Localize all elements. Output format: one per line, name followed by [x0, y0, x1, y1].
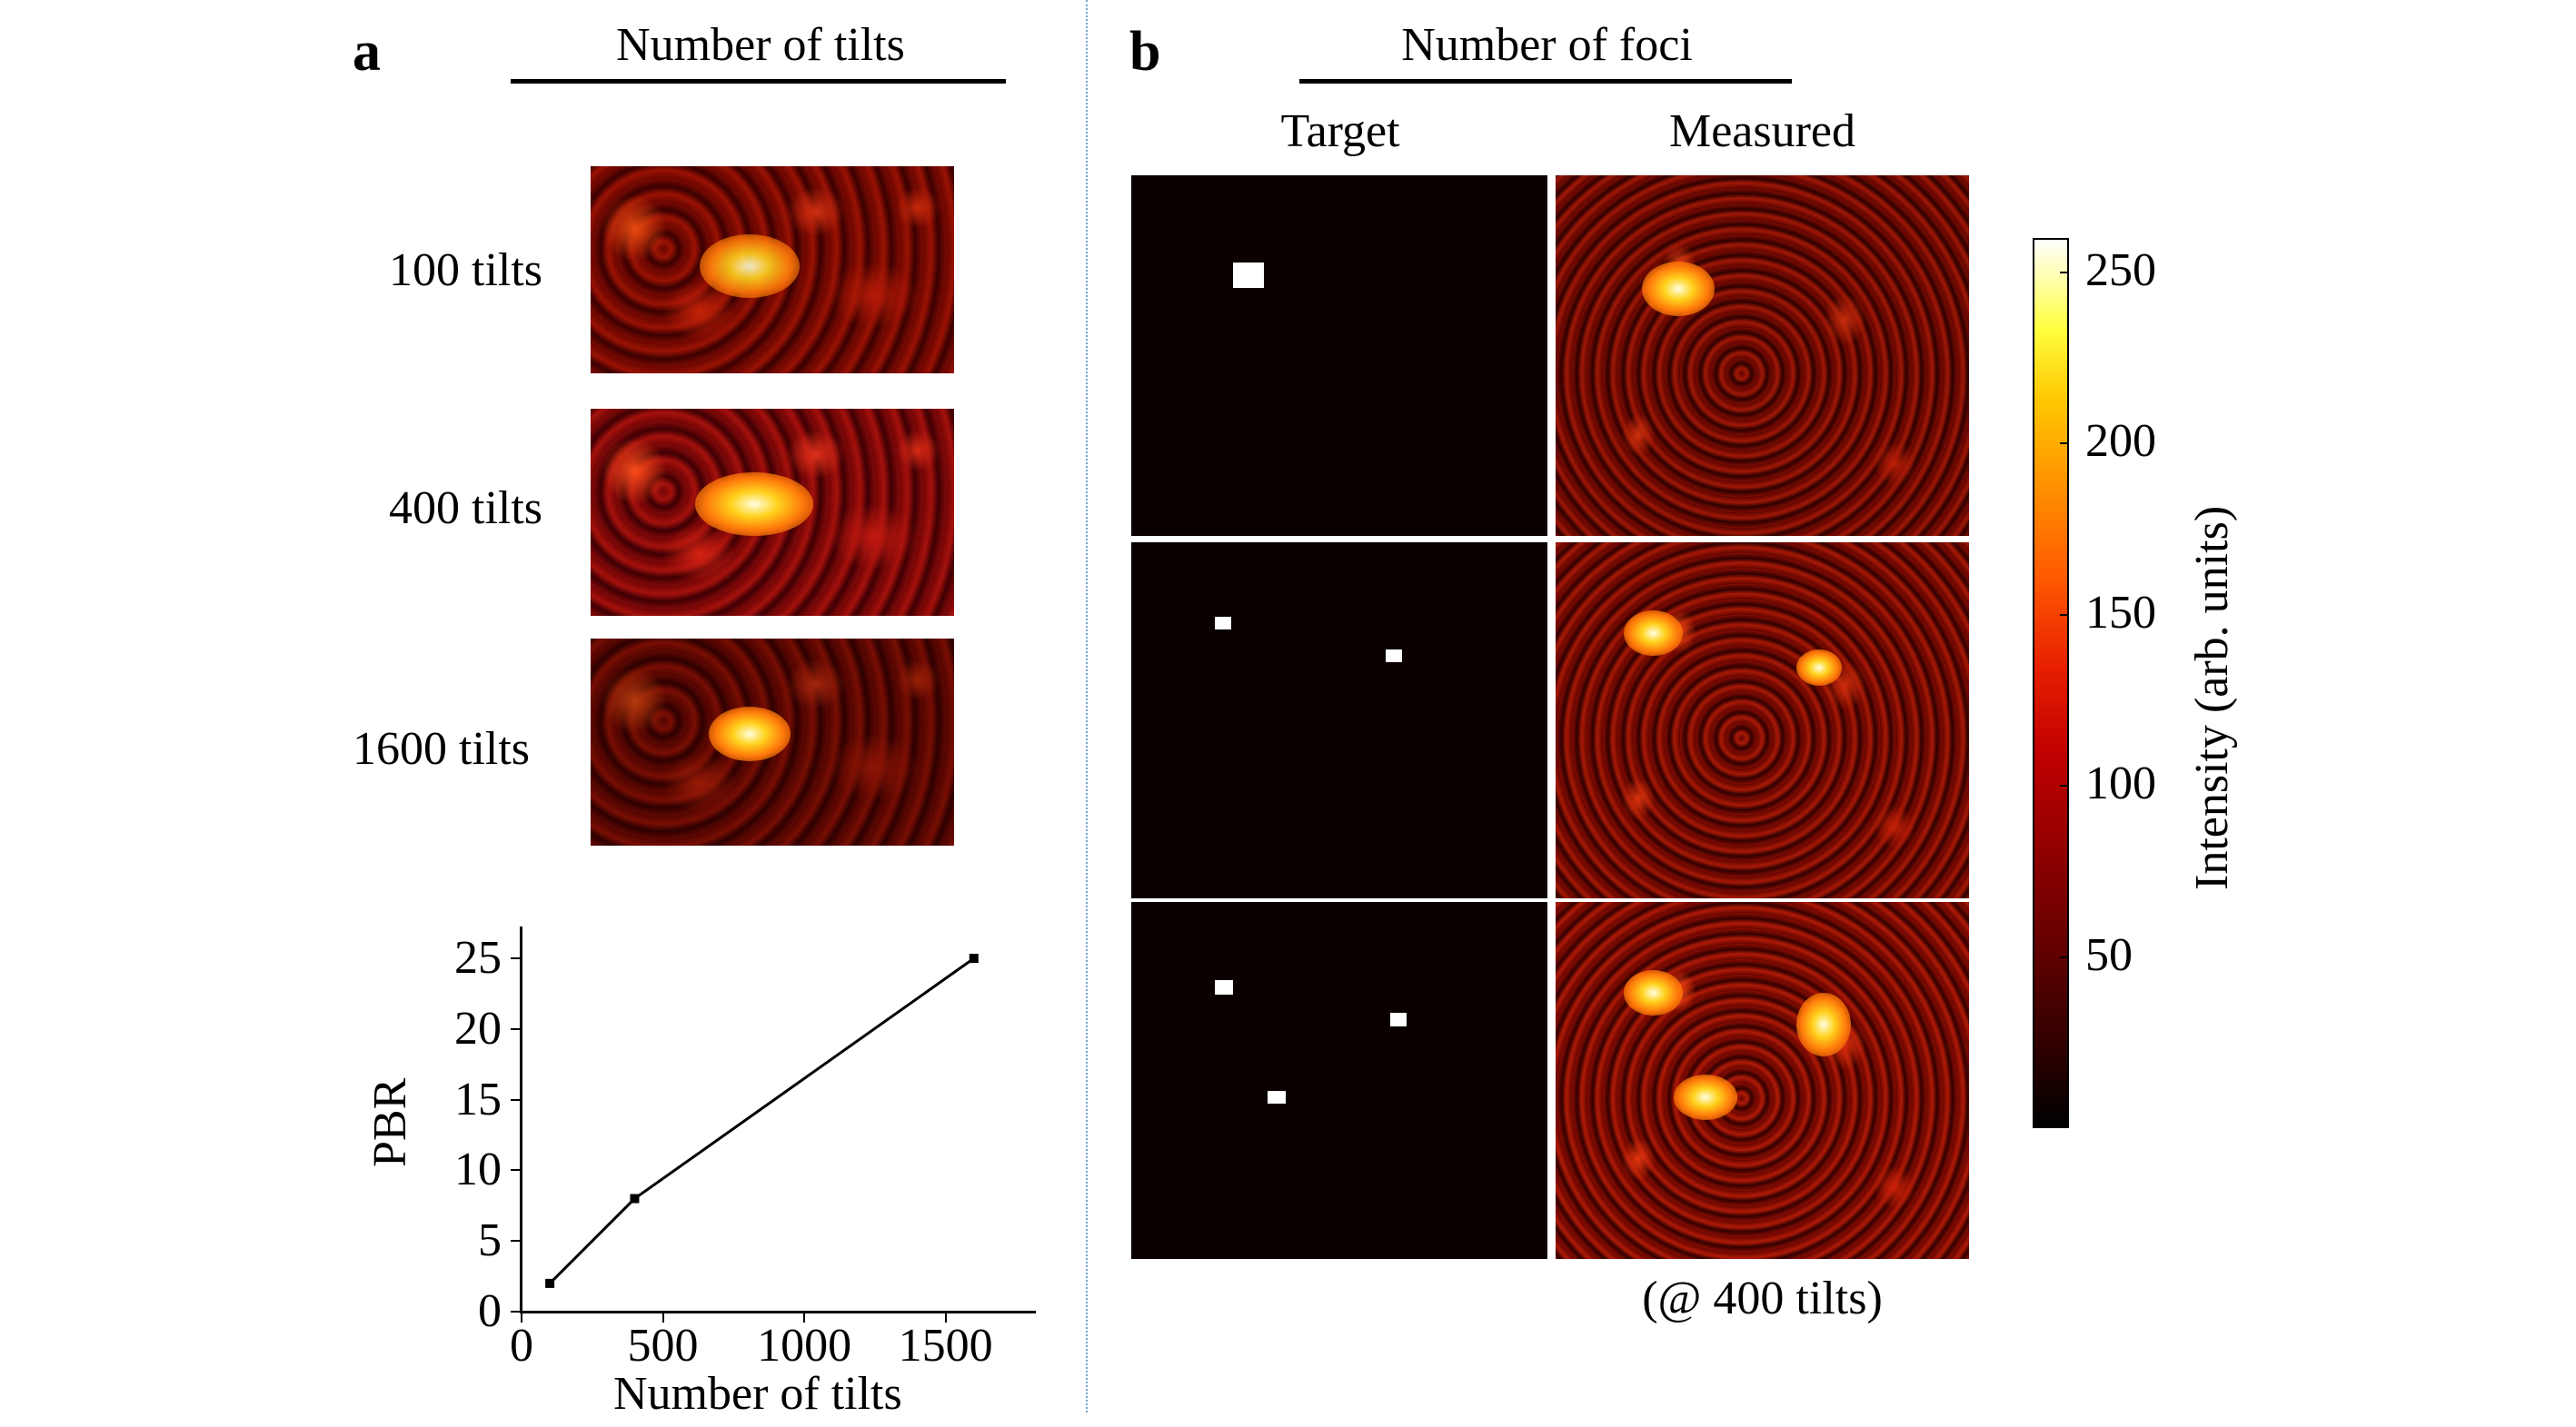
colorbar	[2033, 238, 2069, 1128]
heatmap-1600-tilts	[591, 639, 954, 846]
colorbar-tick	[2060, 271, 2069, 273]
y-tick-label: 5	[478, 1214, 502, 1267]
column-title-measured: Measured	[1668, 105, 1856, 157]
x-axis	[520, 1311, 1036, 1313]
y-tick	[511, 1240, 522, 1243]
measured-three-foci	[1556, 902, 1969, 1259]
hotspot	[1796, 993, 1851, 1056]
target-focus	[1233, 263, 1264, 288]
hotspot	[1796, 649, 1842, 686]
panel-divider	[1086, 0, 1088, 1412]
pbr-data-point	[545, 1278, 555, 1288]
colorbar-tick	[2060, 442, 2069, 445]
y-tick	[511, 957, 522, 960]
x-axis-label: Number of tilts	[613, 1368, 902, 1420]
colorbar-tick	[2060, 613, 2069, 616]
x-tick-label: 1500	[898, 1320, 993, 1372]
row-label-100-tilts: 100 tilts	[389, 244, 543, 296]
y-tick	[511, 1169, 522, 1172]
target-three-foci	[1131, 902, 1547, 1259]
colorbar-tick	[2060, 785, 2069, 788]
hotspot	[1674, 1075, 1737, 1120]
y-tick	[511, 1027, 522, 1030]
x-tick-label: 500	[627, 1320, 699, 1372]
y-tick-label: 20	[454, 1002, 502, 1055]
x-tick	[944, 1312, 947, 1323]
target-focus	[1215, 980, 1233, 995]
hotspot	[1624, 610, 1683, 656]
colorbar-label: Intensity (arb. units)	[2186, 505, 2238, 890]
pbr-series-line	[549, 956, 975, 1284]
panel-a-header: Number of tilts	[616, 19, 905, 71]
panel-b-header-rule	[1299, 79, 1792, 84]
panel-b-header: Number of foci	[1401, 19, 1693, 71]
hotspot	[700, 234, 800, 298]
hotspot	[709, 707, 791, 761]
heatmap-400-tilts	[591, 409, 954, 616]
target-focus	[1268, 1091, 1286, 1104]
pbr-series-svg	[545, 954, 979, 1288]
pbr-data-point	[969, 954, 979, 964]
x-tick	[521, 1312, 522, 1323]
row-label-400-tilts: 400 tilts	[389, 482, 543, 534]
x-tick-label: 1000	[757, 1320, 852, 1372]
pbr-data-point	[630, 1194, 640, 1204]
measured-two-foci	[1556, 542, 1969, 898]
heatmap-100-tilts	[591, 166, 954, 373]
target-focus	[1386, 649, 1402, 662]
x-tick	[803, 1312, 806, 1323]
y-tick-label: 0	[478, 1285, 502, 1337]
y-tick-label: 10	[454, 1144, 502, 1196]
target-focus	[1215, 617, 1231, 629]
colorbar-tick-label: 250	[2085, 243, 2156, 296]
colorbar-tick	[2060, 956, 2069, 958]
colorbar-tick-label: 50	[2085, 928, 2133, 981]
target-two-foci	[1131, 542, 1547, 898]
target-one-focus	[1131, 175, 1547, 536]
column-title-target: Target	[1280, 105, 1400, 157]
panel-b-letter: b	[1129, 21, 1161, 83]
pbr-plot: 0 5 10 15 20 25 0 500 1000 1500 PBR Number of til…	[345, 908, 1054, 1426]
colorbar-tick-label: 100	[2085, 758, 2156, 810]
y-tick	[511, 1311, 522, 1313]
y-axis-label: PBR	[364, 1077, 416, 1167]
colorbar-tick-label: 150	[2085, 586, 2156, 639]
hotspot	[695, 472, 813, 536]
hotspot	[1624, 970, 1683, 1016]
measured-footnote: (@ 400 tilts)	[1642, 1273, 1883, 1324]
y-tick	[511, 1098, 522, 1101]
panel-a-header-rule	[511, 79, 1006, 84]
measured-one-focus	[1556, 175, 1969, 536]
panel-a-letter: a	[353, 21, 381, 83]
x-tick	[661, 1312, 664, 1323]
hotspot	[1642, 262, 1715, 316]
y-axis	[520, 927, 522, 1313]
x-tick-label: 0	[510, 1320, 533, 1372]
y-tick-label: 25	[454, 932, 502, 985]
row-label-1600-tilts: 1600 tilts	[353, 723, 531, 775]
colorbar-tick-label: 200	[2085, 415, 2156, 468]
y-tick-label: 15	[454, 1073, 502, 1125]
target-focus	[1390, 1013, 1407, 1026]
